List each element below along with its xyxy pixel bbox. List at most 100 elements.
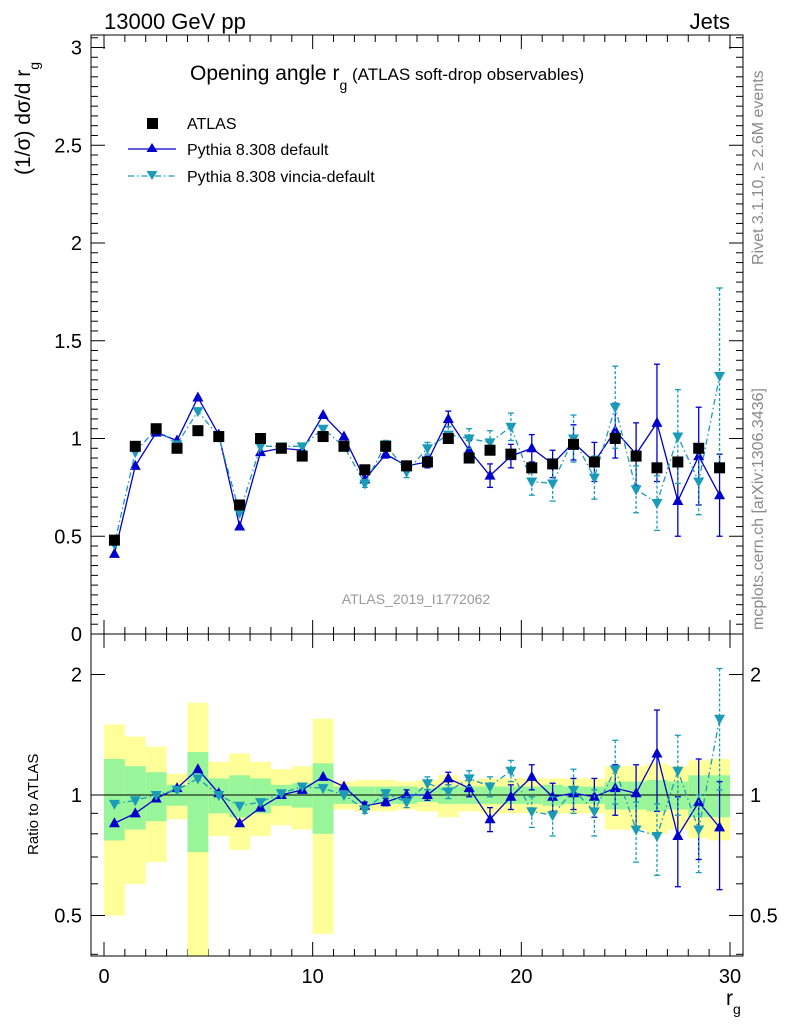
ratio-y-axis-label: Ratio to ATLAS: [25, 754, 42, 855]
ratio-default-point: [463, 782, 475, 793]
data-point: [380, 440, 392, 452]
x-tick-label: 20: [510, 966, 532, 988]
series-vincia-point: [234, 508, 246, 519]
ratio-y-tick-label-right: 0.5: [750, 906, 778, 928]
ratio-vincia-point: [526, 807, 538, 818]
ratio-vincia-point: [609, 765, 621, 776]
legend-vincia-marker: [146, 171, 158, 180]
data-point: [547, 458, 559, 470]
series-default-point: [463, 444, 475, 455]
ratio-default-point: [129, 807, 141, 818]
series-default-point: [108, 547, 120, 558]
series-default-point: [338, 430, 350, 441]
series-default-point: [317, 409, 329, 420]
series-vincia-point: [192, 407, 204, 418]
ratio-y-tick-label: 2: [71, 665, 82, 687]
ratio-vincia-point: [693, 825, 705, 836]
legend-default-label: Pythia 8.308 default: [187, 142, 329, 159]
series-vincia-point: [505, 422, 517, 433]
ratio-vincia-point: [213, 791, 225, 801]
ratio-vincia-point: [234, 801, 246, 812]
series-vincia-point: [588, 473, 600, 484]
ratio-vincia-point: [421, 779, 433, 790]
ratio-default-point: [484, 813, 496, 824]
ratio-band-inner: [104, 759, 125, 841]
ratio-vincia-point: [547, 811, 559, 822]
ratio-vincia-point: [714, 714, 726, 725]
data-point: [630, 450, 642, 462]
ratio-default-point: [317, 770, 329, 781]
y-tick-label: 1.5: [54, 331, 82, 353]
ratio-vincia-point: [338, 791, 350, 801]
data-point: [714, 462, 726, 474]
data-point: [275, 442, 287, 454]
series-vincia-line: [113, 375, 721, 545]
ratio-default-point: [547, 790, 559, 801]
data-point: [651, 462, 663, 474]
data-point: [108, 534, 120, 546]
y-tick-label: 3: [71, 38, 82, 60]
x-tick-label: 0: [98, 966, 109, 988]
chart-title-sub: g: [339, 77, 347, 93]
ratio-vincia-point: [108, 799, 120, 810]
data-point: [505, 448, 517, 460]
series-vincia-point: [317, 424, 329, 435]
legend: ATLAS Pythia 8.308 default Pythia 8.308 …: [128, 116, 375, 186]
x-axis-label-sub: g: [733, 1001, 741, 1017]
ratio-vincia-point: [484, 782, 496, 793]
ratio-default-point: [192, 763, 204, 774]
ratio-default-point: [234, 817, 246, 828]
y-axis-label-main: (1/σ) dσ/d r: [12, 70, 35, 175]
x-tick-label: 30: [719, 966, 741, 988]
series-vincia-point: [421, 444, 433, 455]
y-tick-label: 1: [71, 429, 82, 451]
series-vincia-point: [255, 442, 266, 453]
legend-default-marker: [146, 143, 158, 152]
y-axis-label: (1/σ) dσ/d rg: [12, 62, 42, 175]
ratio-band-inner: [312, 763, 334, 834]
x-axis-label: rg: [726, 987, 741, 1017]
series-vincia-point: [693, 477, 705, 488]
chart-title-suffix: (ATLAS soft-drop observables): [352, 65, 584, 84]
ratio-vincia-point: [568, 785, 579, 796]
data-point: [255, 433, 266, 444]
data-point: [421, 456, 433, 468]
ratio-y-tick-label: 0.5: [54, 906, 82, 928]
data-point: [234, 499, 246, 511]
series-vincia-point: [463, 434, 475, 445]
header-category: Jets: [690, 9, 730, 34]
ratio-vincia-point: [296, 782, 308, 793]
series-vincia-point: [651, 499, 663, 510]
ratio-vincia-point: [401, 798, 413, 809]
ratio-vincia-point: [505, 766, 517, 777]
series-default-point: [651, 416, 663, 427]
ratio-vincia-point: [317, 784, 329, 795]
header-process: 13000 GeV pp: [104, 9, 246, 34]
ratio-default-point: [526, 770, 538, 781]
ratio-y-tick-label-right: 1: [750, 785, 761, 807]
series-default-point: [442, 412, 454, 423]
series-default-point: [714, 489, 726, 500]
ratio-default-point: [338, 780, 350, 791]
ratio-vincia-point: [463, 774, 475, 785]
data-point: [463, 452, 475, 464]
data-point: [129, 440, 141, 452]
data-point: [484, 444, 496, 456]
ratio-vincia-point: [171, 785, 183, 796]
data-point: [442, 433, 454, 444]
ratio-vincia-point: [651, 831, 663, 842]
ratio-default-point: [651, 747, 663, 758]
ratio-band-inner: [229, 775, 251, 818]
ratio-default-point: [714, 821, 726, 832]
x-tick-label: 10: [302, 966, 324, 988]
data-point: [338, 440, 350, 452]
series-vincia-point: [630, 485, 642, 496]
y-tick-label: 0: [71, 624, 82, 646]
legend-data-marker: [147, 118, 158, 129]
ratio-default-point: [505, 790, 517, 801]
ratio-vincia-point: [588, 807, 600, 818]
data-point: [401, 460, 413, 472]
ratio-vincia-point: [380, 789, 392, 800]
data-point: [171, 442, 183, 454]
data-point: [317, 431, 329, 443]
